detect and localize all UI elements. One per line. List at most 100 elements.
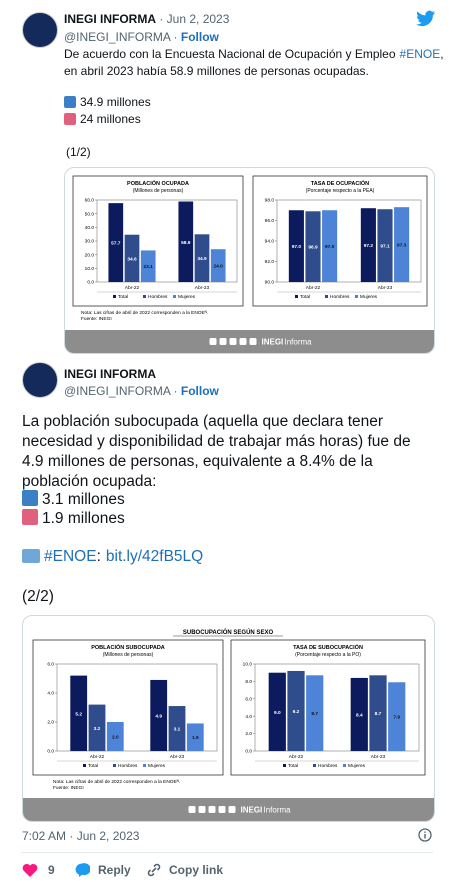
link[interactable]: bit.ly/42fB5LQ: [105, 548, 204, 565]
value-label: 4.9: [155, 713, 162, 719]
handle-row: @INEGI_INFORMA · Follow: [64, 384, 219, 398]
like-icon[interactable]: [22, 863, 38, 878]
value-label: 5.2: [75, 711, 82, 717]
value-label: 97.2: [364, 243, 374, 249]
legend-swatch: [343, 764, 346, 767]
legend-label: Hombres: [318, 763, 338, 769]
bar: [108, 203, 124, 282]
y-tick-label: 4.0: [47, 691, 54, 697]
social-icon: [228, 806, 236, 813]
bar: [140, 250, 156, 282]
y-tick-label: 98.0: [265, 198, 275, 204]
value-label: 3.2: [94, 726, 101, 732]
avatar[interactable]: [22, 362, 58, 398]
value-label: 97.3: [397, 243, 407, 249]
chart-panel: [32, 639, 224, 776]
image-card[interactable]: POBLACIÓN OCUPADA (Millones de personas) 0…: [64, 167, 435, 354]
chart-source: Fuente: INEGI: [81, 316, 112, 322]
avatar[interactable]: [22, 12, 58, 48]
legend-label: Mujeres: [348, 763, 366, 769]
y-tick-label: 6.0: [245, 696, 252, 702]
legend-swatch: [295, 295, 298, 298]
social-icon: [219, 338, 227, 345]
value-label: 97.1: [380, 244, 390, 250]
y-tick-label: 92.0: [265, 259, 275, 265]
tweet-text: en abril 2023 había 58.9 millones de per…: [64, 64, 369, 78]
legend-swatch: [113, 764, 116, 767]
bar: [88, 704, 106, 751]
x-tick-label: Abr-23: [195, 285, 210, 291]
author-name[interactable]: INEGI INFORMA: [64, 12, 156, 26]
link-row: #ENOE: bit.ly/42fB5LQ: [22, 547, 203, 567]
bar: [305, 211, 321, 282]
chart-subtitle: (Millones de personas): [103, 652, 154, 658]
handle-row: @INEGI_INFORMA · Follow: [64, 30, 219, 44]
like-count: 9: [48, 863, 55, 877]
follow[interactable]: Follow: [180, 384, 219, 398]
value-label: 57.7: [111, 241, 121, 247]
bar: [178, 201, 194, 282]
counter: (2/2): [22, 588, 54, 605]
author-name[interactable]: INEGI INFORMA: [64, 367, 156, 381]
x-tick-label: Abr-23: [371, 754, 386, 760]
y-tick-label: 8.0: [245, 679, 252, 685]
bar: [322, 210, 338, 282]
reply-icon[interactable]: [74, 862, 90, 878]
legend-label: Mujeres: [148, 763, 166, 769]
bar: [168, 706, 186, 751]
brand: INEGI: [241, 806, 263, 815]
reply[interactable]: Reply: [98, 863, 131, 877]
bar: [150, 679, 168, 751]
value-label: 8.4: [356, 712, 363, 718]
y-tick-label: 2.0: [245, 731, 252, 737]
legend-label: Total: [300, 294, 310, 300]
social-icon: [249, 338, 257, 345]
social-icon: [198, 806, 206, 813]
chart-note: Nota: Las cifras de abril de 2022 corres…: [81, 310, 208, 316]
x-tick-label: Abr-23: [378, 285, 393, 291]
image-card[interactable]: SUBOCUPACIÓN SEGÚN SEXO POBLACIÓN SUBOCUP…: [22, 615, 435, 822]
bar: [377, 209, 393, 282]
chart-title: TASA DE SUBOCUPACIÓN: [293, 643, 363, 651]
bar: [306, 675, 324, 751]
bar: [394, 207, 410, 282]
legend-swatch: [283, 764, 286, 767]
social-icon: [239, 338, 247, 345]
bar: [210, 249, 226, 282]
tweet-text: De acuerdo con la Encuesta Nacional de O…: [64, 47, 444, 61]
date[interactable]: Jun 2, 2023: [166, 12, 230, 26]
y-tick-label: 10.0: [85, 266, 95, 272]
x-tick-label: Abr-23: [170, 754, 185, 760]
tweet-text: 4.9 millones de personas, equivalente a …: [22, 453, 373, 470]
value-label: 8.7: [375, 711, 382, 717]
copy-link[interactable]: Copy link: [169, 863, 224, 877]
stat-women: 24 millones: [64, 111, 141, 127]
info-icon[interactable]: [418, 828, 432, 842]
value-label: 34.6: [127, 256, 137, 262]
hashtag[interactable]: #ENOE: [399, 47, 441, 61]
chart-subtitle: (Porcentaje respecto a la PEA): [306, 188, 375, 194]
y-tick-label: 2.0: [47, 720, 54, 726]
header: INEGI INFORMA · Jun 2, 2023: [64, 12, 230, 26]
x-tick-label: Abr-22: [125, 285, 140, 291]
value-label: 97.0: [292, 244, 302, 250]
link-icon[interactable]: [146, 862, 162, 878]
stat-men: 3.1 millones: [22, 490, 125, 510]
legend-swatch: [313, 764, 316, 767]
value-label: 96.9: [308, 245, 318, 251]
counter: (1/2): [66, 145, 91, 159]
chart-title: TASA DE OCUPACIÓN: [311, 179, 369, 187]
plot-frame: [56, 663, 218, 752]
handle[interactable]: @INEGI_INFORMA: [64, 384, 171, 398]
chart-subtitle: (Porcentaje respecto a la PO): [295, 652, 361, 658]
handle[interactable]: @INEGI_INFORMA: [64, 30, 171, 44]
legend-swatch: [325, 295, 328, 298]
hashtag[interactable]: #ENOE: [44, 548, 97, 565]
timestamp[interactable]: 7:02 AM · Jun 2, 2023: [22, 829, 140, 843]
y-tick-label: 0.0: [87, 280, 94, 286]
follow[interactable]: Follow: [180, 30, 219, 44]
twitter-logo[interactable]: [416, 10, 436, 27]
chart-image: SUBOCUPACIÓN SEGÚN SEXO POBLACIÓN SUBOCUP…: [23, 628, 434, 821]
legend-swatch: [113, 295, 116, 298]
